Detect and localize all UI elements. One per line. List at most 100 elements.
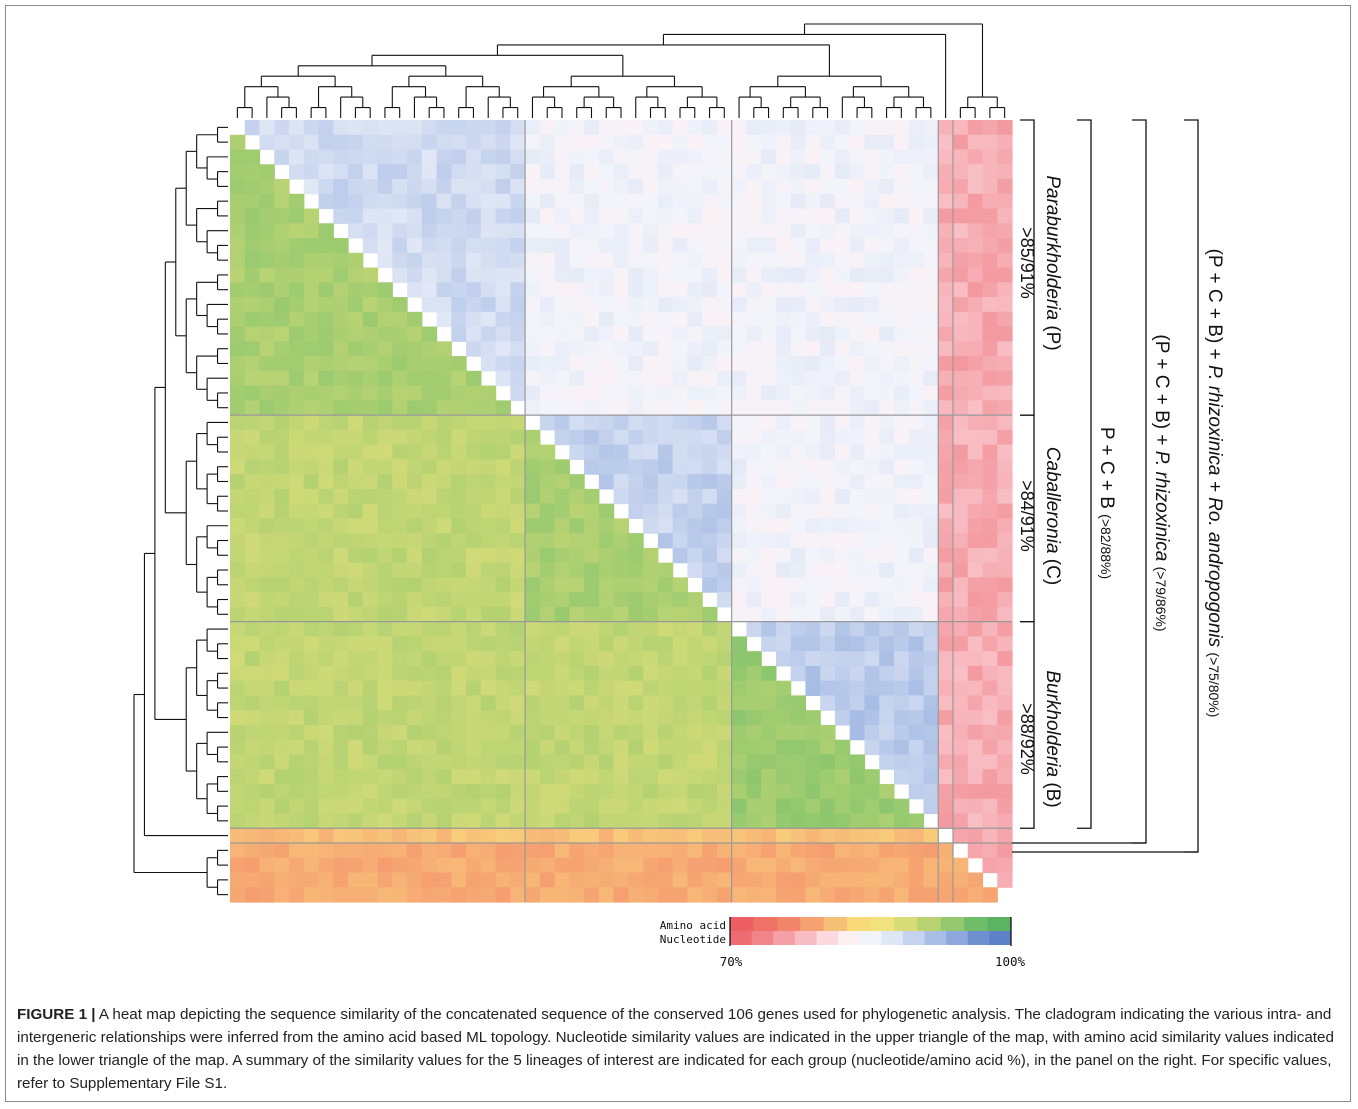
heatmap-cell — [952, 326, 969, 342]
heatmap-cell — [377, 577, 393, 593]
heatmap-cell — [407, 488, 423, 505]
heatmap-cell — [967, 429, 984, 446]
heatmap-cell — [303, 636, 320, 652]
heatmap-cell — [230, 488, 246, 505]
heatmap-cell — [687, 149, 703, 165]
heatmap-cell — [672, 680, 688, 697]
heatmap-cell — [303, 134, 320, 151]
heatmap-cell — [554, 547, 570, 564]
heatmap-cell — [938, 429, 954, 446]
heatmap-cell — [362, 164, 379, 180]
heatmap-cell — [952, 370, 969, 387]
group-range-caballeronia: >84/91% — [1017, 480, 1037, 552]
heatmap-cell — [731, 311, 748, 328]
heatmap-cell — [997, 179, 1013, 195]
heatmap-cell — [333, 120, 349, 136]
heatmap-cell — [908, 238, 925, 254]
heatmap-cell — [613, 680, 629, 697]
heatmap-cell — [864, 828, 880, 844]
heatmap-cell — [613, 164, 629, 180]
heatmap-cell — [495, 444, 511, 460]
heatmap-cell — [820, 488, 836, 505]
heatmap-cell — [554, 783, 570, 800]
heatmap-cell — [569, 562, 585, 578]
heatmap-cell — [362, 444, 379, 460]
heatmap-cell — [967, 385, 984, 401]
heatmap-cell — [451, 769, 467, 785]
heatmap-cell — [525, 429, 541, 446]
heatmap-cell — [952, 680, 969, 697]
heatmap-cell — [436, 503, 452, 519]
heatmap-cell — [849, 665, 866, 682]
heatmap-cell — [584, 621, 600, 638]
heatmap-cell — [569, 429, 585, 446]
heatmap-cell — [569, 547, 585, 564]
heatmap-cell — [436, 134, 452, 151]
heatmap-cell — [702, 120, 718, 136]
heatmap-cell — [510, 356, 526, 372]
heatmap-cell — [967, 252, 984, 269]
heatmap-cell — [908, 149, 925, 165]
heatmap-cell — [731, 636, 748, 652]
heatmap-cell — [318, 769, 334, 785]
heatmap-cell — [289, 813, 305, 829]
heatmap-cell — [480, 636, 497, 652]
heatmap-cell — [952, 783, 969, 800]
heatmap-cell — [392, 164, 408, 180]
heatmap-cell — [451, 252, 467, 269]
heatmap-cell — [259, 783, 275, 800]
heatmap-cell — [716, 754, 733, 770]
heatmap-cell — [628, 400, 644, 416]
heatmap-cell — [554, 533, 570, 549]
heatmap-cell — [672, 710, 688, 726]
heatmap-cell — [436, 606, 452, 623]
heatmap-cell — [421, 341, 438, 357]
heatmap-cell — [569, 887, 585, 903]
heatmap-cell — [598, 710, 615, 726]
heatmap-cell — [598, 739, 615, 756]
heatmap-cell — [348, 120, 364, 136]
heatmap-cell — [775, 385, 792, 401]
heatmap-cell — [893, 872, 910, 888]
heatmap-cell — [407, 238, 423, 254]
heatmap-cell — [274, 562, 290, 578]
heatmap-cell — [982, 326, 998, 342]
heatmap-cell — [451, 710, 467, 726]
heatmap-cell — [362, 208, 379, 224]
heatmap-cell — [923, 238, 939, 254]
heatmap-cell — [230, 223, 246, 239]
heatmap-cell — [495, 370, 511, 387]
heatmap-cell — [348, 813, 364, 829]
heatmap-cell — [598, 651, 615, 667]
heatmap-cell — [318, 149, 334, 165]
heatmap-cell — [731, 695, 748, 711]
heatmap-cell — [790, 120, 807, 136]
heatmap-cell — [407, 783, 423, 800]
heatmap-cell — [879, 311, 895, 328]
heatmap-cell — [834, 518, 851, 534]
heatmap-cell — [303, 562, 320, 578]
heatmap-cell — [495, 651, 511, 667]
heatmap-cell — [451, 887, 467, 903]
heatmap-cell — [687, 326, 703, 342]
heatmap-cell — [466, 710, 482, 726]
heatmap-cell — [702, 577, 718, 593]
heatmap-cell — [407, 592, 423, 608]
heatmap-cell — [805, 474, 821, 490]
heatmap-cell — [569, 120, 585, 136]
heatmap-cell — [421, 415, 438, 431]
heatmap-cell — [893, 769, 910, 785]
heatmap-cell — [495, 562, 511, 578]
heatmap-cell — [982, 267, 998, 283]
heatmap-cell — [539, 474, 556, 490]
heatmap-cell — [333, 459, 349, 475]
heatmap-cell — [893, 311, 910, 328]
heatmap-cell — [421, 562, 438, 578]
heatmap-cell — [805, 665, 821, 682]
heatmap-cell — [436, 267, 452, 283]
heatmap-cell — [480, 223, 497, 239]
heatmap-cell — [289, 606, 305, 623]
heatmap-cell — [480, 562, 497, 578]
heatmap-cell — [436, 798, 452, 815]
heatmap-cell — [362, 621, 379, 638]
